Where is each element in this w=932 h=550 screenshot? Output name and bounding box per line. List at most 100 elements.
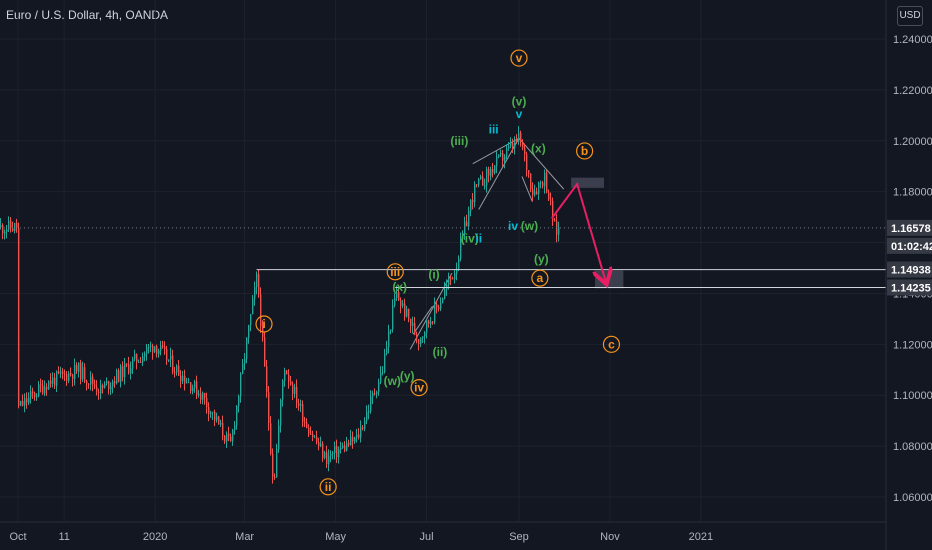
wave-label[interactable]: a: [531, 269, 549, 287]
candle-body: [40, 384, 42, 386]
candle-body: [370, 396, 372, 412]
candle-body: [448, 278, 450, 285]
wave-label[interactable]: (w): [384, 374, 401, 388]
wave-label-circle: [319, 478, 337, 496]
wave-label[interactable]: (i): [428, 267, 439, 281]
candle-body: [106, 381, 108, 384]
candle-body: [82, 367, 84, 380]
candle-body: [80, 362, 82, 380]
candle-body: [276, 449, 278, 478]
grid: [0, 0, 886, 522]
x-tick-label: Sep: [509, 531, 529, 543]
candle-body: [178, 365, 180, 376]
candle-body: [68, 373, 70, 381]
target-box-c[interactable]: [595, 270, 624, 289]
candle-body: [0, 225, 2, 228]
candle-body: [92, 376, 94, 385]
candle-body: [496, 156, 498, 167]
wave-label[interactable]: (ii): [433, 345, 448, 359]
wave-label[interactable]: (w): [521, 219, 538, 233]
candle-body: [372, 393, 374, 397]
candle-body: [332, 452, 334, 455]
wave-label[interactable]: iii: [489, 122, 499, 136]
candle-body: [258, 273, 260, 295]
candle-body: [56, 371, 58, 386]
candle-body: [194, 381, 196, 388]
candle-body: [86, 380, 88, 384]
wedge-line: [521, 176, 533, 203]
candle-body: [290, 381, 292, 385]
candle-body: [392, 305, 394, 330]
candle-body: [530, 173, 532, 190]
wave-label[interactable]: v: [510, 49, 528, 67]
candle-body: [424, 332, 426, 337]
wave-label[interactable]: (v): [512, 94, 527, 108]
candle-body: [312, 434, 314, 438]
candle-body: [416, 334, 418, 340]
candle-body: [492, 169, 494, 174]
candle-body: [160, 345, 162, 351]
candle-body: [318, 442, 320, 447]
candle-body: [298, 403, 300, 407]
candle-body: [452, 278, 454, 280]
candle-body: [342, 445, 344, 448]
wave-label[interactable]: iii: [386, 263, 404, 281]
chart-title: Euro / U.S. Dollar, 4h, OANDA: [6, 8, 169, 22]
projection-arrow-line[interactable]: [550, 181, 606, 281]
candle-body: [176, 365, 178, 373]
wave-label[interactable]: iv: [508, 219, 518, 233]
wave-label[interactable]: c: [602, 335, 621, 353]
candle-body: [50, 380, 52, 384]
candle-body: [360, 427, 362, 438]
wave-label-text: (w): [521, 219, 538, 233]
candle-body: [154, 346, 156, 353]
candle-body: [42, 385, 44, 394]
candle-body: [390, 329, 392, 332]
candle-body: [288, 374, 290, 382]
candle-body: [96, 386, 98, 392]
candle-body: [2, 225, 4, 234]
wave-label[interactable]: iv: [410, 378, 428, 397]
x-tick-label: Mar: [235, 531, 254, 543]
candle-body: [476, 184, 478, 186]
candle-body: [22, 400, 24, 406]
wave-label[interactable]: (iv): [461, 232, 479, 246]
target-box-b[interactable]: [571, 177, 604, 188]
candle-body: [368, 411, 370, 413]
wave-label[interactable]: (x): [531, 141, 546, 155]
price-badges: 1.16578 01:02:42 1.14938 1.14235: [887, 219, 932, 296]
wave-label[interactable]: (iii): [450, 134, 468, 148]
candle-body: [294, 386, 296, 394]
wave-label[interactable]: (y): [534, 252, 549, 266]
candle-body: [480, 176, 482, 179]
wave-label[interactable]: v: [516, 107, 523, 121]
wave-label[interactable]: i: [255, 315, 273, 333]
candle-body: [226, 433, 228, 442]
candle-body: [500, 153, 502, 155]
wave-label-text: (iii): [450, 134, 468, 148]
candle-body: [540, 182, 542, 184]
candle-body: [266, 366, 268, 392]
wave-label[interactable]: ii: [319, 478, 337, 496]
candle-body: [378, 382, 380, 393]
candle-body: [44, 386, 46, 394]
candle-body: [188, 382, 190, 384]
wave-label-circle: [255, 315, 273, 333]
candle-body: [62, 371, 64, 374]
candle-body: [232, 429, 234, 442]
wave-label[interactable]: (y): [400, 369, 415, 383]
wave-label[interactable]: b: [576, 142, 594, 160]
candle-body: [302, 404, 304, 422]
candle-body: [168, 359, 170, 361]
candle-body: [442, 298, 444, 303]
candle-body: [180, 375, 182, 382]
wave-label[interactable]: ii: [475, 232, 482, 246]
candle-body: [218, 416, 220, 425]
candle-body: [514, 139, 516, 148]
candle-body: [58, 371, 60, 374]
candle-body: [52, 377, 54, 384]
currency-button[interactable]: USD: [897, 6, 923, 26]
x-tick-label: Jul: [420, 531, 434, 543]
wave-label[interactable]: (x): [392, 280, 407, 294]
